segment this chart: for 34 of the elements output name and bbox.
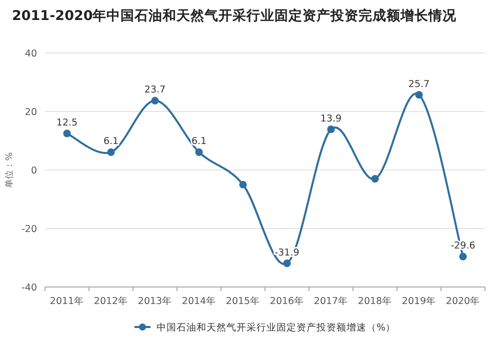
point	[283, 260, 291, 268]
data-label: 25.7	[408, 78, 430, 90]
x-tick-label: 2020年	[446, 295, 480, 307]
point	[415, 91, 423, 99]
x-tick-label: 2014年	[182, 295, 216, 307]
point	[239, 180, 247, 188]
data-label: 23.7	[144, 84, 166, 96]
x-tick-label: 2019年	[402, 295, 436, 307]
data-label: 6.1	[191, 136, 207, 148]
y-axis-title: 单位：%	[4, 152, 15, 188]
y-tick-label: 0	[30, 166, 37, 176]
x-tick-label: 2011年	[50, 295, 84, 307]
chart-title: 2011-2020年中国石油和天然气开采行业固定资产投资完成额增长情况	[12, 7, 458, 24]
y-tick-label: -20	[21, 224, 37, 235]
point	[371, 174, 379, 183]
x-tick-label: 2016年	[270, 295, 304, 307]
x-tick-label: 2012年	[94, 295, 128, 307]
point	[107, 148, 115, 156]
point	[151, 96, 159, 104]
x-tick-label: 2017年	[314, 295, 348, 307]
y-tick-label: 20	[24, 107, 37, 118]
y-tick-label: -40	[21, 282, 37, 294]
x-tick-label: 2018年	[358, 295, 392, 307]
x-tick-label: 2013年	[138, 295, 172, 307]
point	[327, 126, 335, 134]
y-tick-label: 40	[24, 48, 37, 60]
legend-label: 中国石油和天然气开采行业固定资产投资额增速（%）	[156, 322, 396, 334]
point	[459, 252, 467, 260]
point	[195, 148, 203, 156]
data-label: 12.5	[56, 117, 78, 128]
data-label: 6.1	[103, 136, 119, 148]
data-label: 13.9	[320, 113, 342, 124]
x-tick-label: 2015年	[226, 295, 260, 307]
point	[63, 130, 71, 138]
